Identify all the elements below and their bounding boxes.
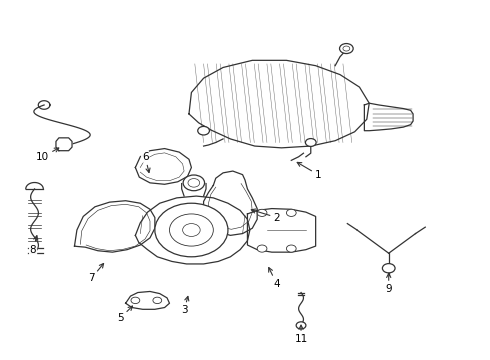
Circle shape — [382, 264, 395, 273]
Polygon shape — [189, 60, 369, 148]
Polygon shape — [247, 208, 316, 252]
Text: 3: 3 — [181, 296, 189, 315]
Polygon shape — [203, 171, 257, 235]
Circle shape — [170, 214, 213, 246]
Circle shape — [131, 297, 140, 303]
Text: 9: 9 — [386, 273, 392, 294]
Text: 8: 8 — [30, 236, 38, 255]
Circle shape — [183, 175, 204, 191]
Text: 10: 10 — [36, 148, 59, 162]
Circle shape — [287, 209, 296, 216]
Circle shape — [198, 126, 209, 135]
Polygon shape — [135, 149, 192, 184]
Circle shape — [155, 203, 228, 257]
Polygon shape — [56, 138, 72, 151]
Text: 6: 6 — [142, 152, 150, 172]
Circle shape — [305, 139, 316, 147]
Circle shape — [257, 209, 267, 216]
Circle shape — [296, 322, 306, 329]
Polygon shape — [74, 201, 155, 252]
Text: 4: 4 — [269, 267, 280, 289]
Text: 11: 11 — [294, 325, 308, 344]
Polygon shape — [365, 103, 413, 131]
Circle shape — [343, 46, 350, 51]
Circle shape — [257, 245, 267, 252]
Text: 5: 5 — [118, 306, 132, 323]
Text: 7: 7 — [88, 264, 103, 283]
Circle shape — [183, 224, 200, 237]
Circle shape — [153, 297, 162, 303]
Circle shape — [287, 245, 296, 252]
Circle shape — [188, 179, 200, 187]
Polygon shape — [135, 196, 250, 264]
Text: 1: 1 — [297, 162, 321, 180]
Circle shape — [340, 44, 353, 54]
Text: 2: 2 — [251, 209, 280, 222]
Polygon shape — [125, 292, 170, 309]
